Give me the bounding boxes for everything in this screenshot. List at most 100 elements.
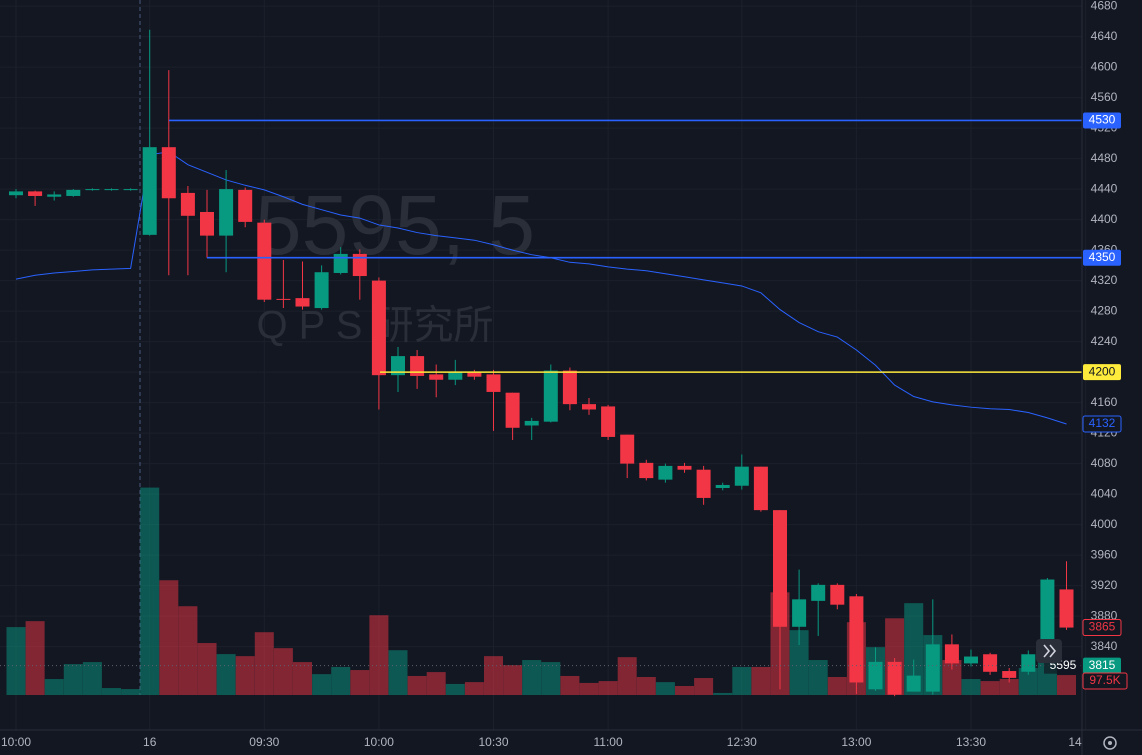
volume-bar	[789, 630, 809, 695]
volume-bar	[407, 675, 427, 695]
settings-icon[interactable]	[1103, 736, 1117, 750]
x-tick-label: 09:30	[249, 735, 279, 749]
volume-bar	[980, 681, 1000, 695]
candle-body	[238, 189, 253, 222]
volume-bar	[159, 580, 179, 695]
candle-body	[28, 191, 43, 196]
volume-bar	[178, 606, 198, 695]
volume-bar	[25, 621, 45, 695]
candle-body	[142, 147, 157, 235]
candle-body	[849, 596, 864, 683]
volume-bar	[464, 682, 484, 695]
volume-bar	[426, 672, 446, 695]
candle-body	[696, 469, 711, 498]
settings-icon-dot[interactable]	[1108, 741, 1112, 745]
candle-body	[448, 372, 463, 380]
x-tick-label: 10:30	[478, 735, 508, 749]
candle-body	[639, 462, 654, 479]
candle-body	[9, 191, 23, 196]
y-tick-label: 4320	[1091, 273, 1118, 287]
volume-bar	[6, 627, 26, 695]
candle-body	[562, 370, 577, 405]
y-tick-label: 3920	[1091, 578, 1118, 592]
candle-body	[1002, 671, 1017, 678]
candle-body	[104, 189, 119, 191]
candle-body	[66, 189, 81, 196]
vwap-tag-label: 4132	[1089, 416, 1116, 430]
volume-bar	[102, 688, 121, 695]
volume-bar	[675, 686, 694, 695]
y-tick-label: 4240	[1091, 334, 1118, 348]
volume-bar	[44, 679, 64, 695]
y-tick-label: 3880	[1091, 608, 1118, 622]
candle-body	[314, 272, 329, 309]
volume-bar	[694, 678, 714, 695]
settings-button[interactable]	[1103, 736, 1117, 750]
last-price-label: 3865	[1089, 620, 1116, 634]
watermark-symbol: 5595, 5	[255, 178, 535, 272]
scroll-button[interactable]	[1036, 639, 1062, 663]
y-tick-label: 3840	[1091, 639, 1118, 653]
y-tick-label: 4160	[1091, 395, 1118, 409]
volume-bar	[503, 665, 523, 695]
candle-body	[276, 298, 291, 300]
x-tick-label: 14	[1068, 735, 1082, 749]
candle-body	[887, 661, 902, 695]
candle-body	[486, 374, 501, 392]
volume-bar	[121, 689, 141, 695]
candle-body	[582, 404, 596, 410]
volume-bar	[1018, 668, 1038, 695]
candle-body	[964, 656, 978, 664]
volume-bar	[293, 662, 312, 695]
candle-body	[906, 675, 921, 692]
volume-bar	[655, 682, 675, 695]
volume-bar	[751, 666, 771, 695]
volume-bar	[350, 670, 370, 695]
vwap-line	[15, 151, 1067, 425]
candle-body	[1021, 654, 1036, 672]
scroll-icon[interactable]	[1043, 644, 1057, 658]
price-level-tag	[1083, 112, 1121, 129]
volume-bar	[484, 656, 503, 695]
candle-body	[219, 189, 234, 236]
volume-tag-label: 97.5K	[1089, 673, 1120, 687]
x-tick-label: 16	[143, 735, 157, 749]
candle-body	[200, 211, 214, 236]
y-tick-label: 3960	[1091, 547, 1118, 561]
candle-body	[543, 370, 558, 422]
candle-body	[925, 644, 940, 692]
candle-body	[734, 466, 749, 486]
volume-bar	[369, 615, 389, 695]
x-tick-label: 11:00	[594, 735, 623, 749]
candle-body	[180, 192, 195, 216]
x-tick-label: 13:00	[841, 735, 871, 749]
symbol-price-label: 3815	[1089, 658, 1116, 672]
candle-body	[715, 484, 730, 489]
volume-bar	[732, 666, 752, 695]
candle-body	[505, 392, 520, 428]
vwap-tag	[1082, 415, 1122, 433]
candle-body	[333, 253, 348, 273]
last-price-tag	[1082, 619, 1122, 637]
candle-body	[295, 298, 310, 307]
candle-body	[352, 253, 367, 277]
candle-body	[161, 147, 176, 199]
candle-body	[47, 194, 62, 197]
candle-body	[467, 372, 482, 377]
y-tick-label: 4560	[1091, 90, 1118, 104]
volume-bar	[827, 677, 847, 695]
y-tick-label: 4280	[1091, 303, 1118, 317]
y-tick-label: 4000	[1091, 517, 1118, 531]
candle-body	[983, 654, 998, 672]
volume-bar	[273, 648, 293, 695]
volume-bar	[713, 692, 733, 695]
candle-body	[773, 510, 787, 627]
volume-bar	[522, 660, 542, 695]
volume-bar	[942, 660, 962, 695]
y-tick-label: 4400	[1091, 212, 1118, 226]
volume-bar	[235, 656, 255, 695]
candle-body	[1040, 579, 1055, 650]
candle-body	[792, 599, 807, 627]
